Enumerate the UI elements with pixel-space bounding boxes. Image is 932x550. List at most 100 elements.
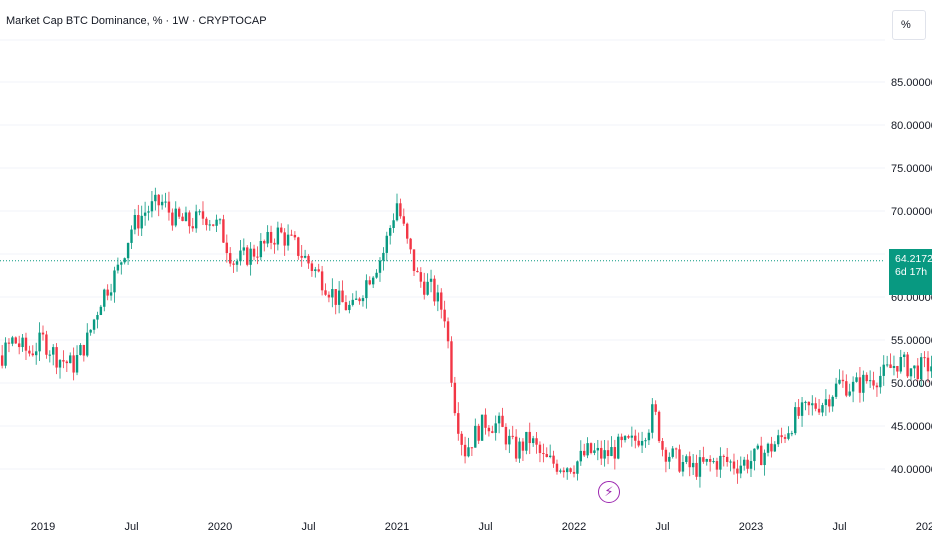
candle [297,237,300,256]
lightning-icon[interactable]: ⚡ [598,481,620,503]
candle [831,396,834,407]
candle [596,447,600,451]
candle [45,334,48,355]
candle [450,341,453,383]
candle [92,319,96,330]
candle [647,432,651,441]
candle [807,401,811,406]
candle [177,208,181,217]
candle [627,436,630,438]
candle [120,262,123,265]
candle [875,385,879,388]
candle [290,234,293,236]
candle [147,211,150,213]
unit-button[interactable]: % [892,10,926,40]
candle [55,347,58,368]
candle [426,281,429,295]
candle [562,470,565,473]
candle [150,201,154,212]
candle [269,231,273,243]
candle [133,214,137,230]
candle [586,443,589,456]
x-tick-label: 2020 [208,521,232,533]
candle [773,444,777,452]
x-tick-label: 2023 [739,521,763,533]
candle [845,381,848,396]
x-tick-label: Jul [832,521,846,533]
candle [630,435,634,438]
candle [375,272,378,278]
candle [770,443,773,452]
candle [31,353,34,356]
y-tick-label: 50.00000% [891,378,932,390]
candle [501,415,504,427]
candle [137,214,140,229]
candle [814,403,817,409]
candle [86,332,89,356]
candle [320,271,324,291]
candle [211,224,215,226]
candle [783,437,787,439]
candle [266,231,269,244]
candle [17,343,21,348]
candle [205,218,208,226]
candle [52,347,55,355]
candle [24,337,28,351]
candle [126,242,130,259]
candle [48,354,52,356]
candle [841,379,845,382]
candle [382,252,385,261]
candle [460,433,463,445]
candle [72,355,75,373]
candle [885,364,889,366]
x-tick-label: Jul [124,521,138,533]
candle [559,470,562,472]
candle [303,255,307,258]
candle [371,277,375,285]
candle [436,292,440,302]
candle [259,240,263,258]
current-price-value: 64.21727% [895,253,932,265]
candle [892,365,896,368]
candle [412,249,416,271]
candle [732,461,736,469]
candle [790,433,794,435]
candle [4,342,7,366]
candle [293,234,297,238]
candle [11,337,14,344]
candle [276,227,280,245]
candle [358,298,361,302]
candle [470,447,474,449]
candle [164,201,167,203]
candle [712,461,715,463]
candle [794,407,797,434]
candle [610,447,613,457]
candle-series [0,187,932,488]
candle [899,357,902,372]
x-tick-label: Jul [301,521,315,533]
y-axis: 85.00000% 80.00000% 75.00000% 70.00000% 60.0… [891,77,932,476]
candle [637,440,640,446]
candle [181,216,184,222]
candle [106,289,109,296]
candle [324,290,327,295]
candle [249,248,252,265]
candle [409,238,412,250]
candle [467,447,470,457]
candle [644,440,647,442]
candle [201,211,205,219]
candle [600,447,603,459]
x-tick-label: 2019 [31,521,55,533]
candle [310,263,314,272]
candle [443,309,446,322]
candle [494,423,497,433]
candle [926,357,930,372]
candle [252,248,256,257]
candle [804,401,807,403]
candle [423,281,426,295]
candle [7,342,11,344]
candle [851,381,855,392]
candle [763,452,766,466]
candle [508,435,511,445]
